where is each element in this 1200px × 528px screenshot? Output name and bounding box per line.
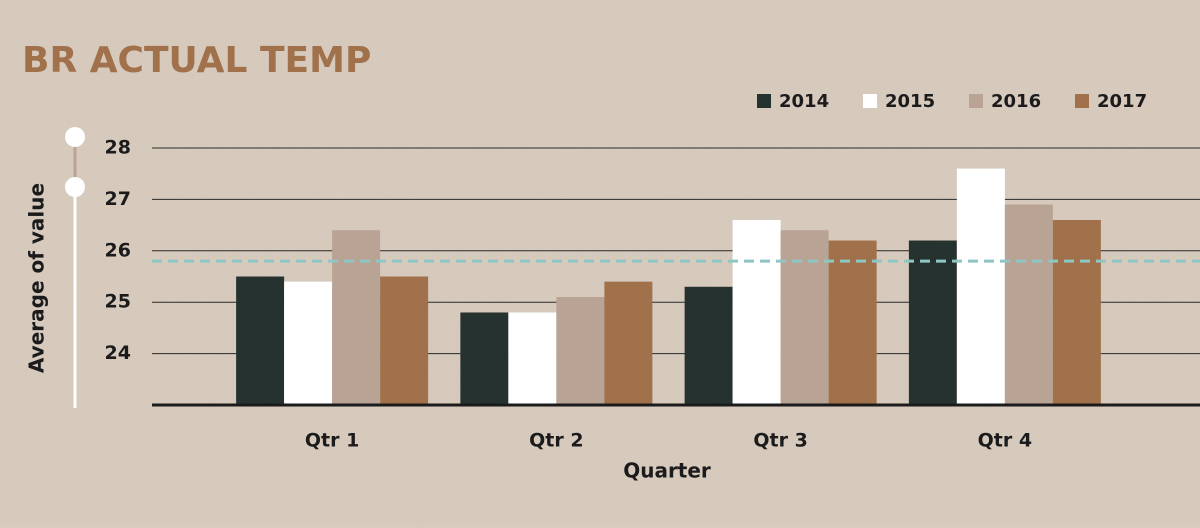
legend-label: 2015 [885, 91, 935, 112]
bar [236, 276, 285, 405]
legend-swatch [1075, 94, 1089, 108]
bar [556, 297, 605, 405]
legend-swatch [969, 94, 983, 108]
legend-swatch [863, 94, 877, 108]
x-tick-label: Qtr 3 [753, 430, 807, 452]
bar [508, 312, 557, 405]
bar [780, 230, 829, 405]
bar [908, 240, 957, 405]
bar [684, 286, 733, 405]
legend-swatch [757, 94, 771, 108]
y-tick-label: 27 [105, 188, 131, 210]
bar [956, 168, 1005, 405]
slider-handle[interactable] [65, 177, 85, 197]
legend-label: 2014 [779, 91, 829, 112]
y-tick-label: 25 [105, 291, 131, 313]
x-tick-label: Qtr 1 [305, 430, 359, 452]
y-tick-label: 24 [105, 342, 131, 364]
slider-handle[interactable] [65, 127, 85, 147]
bar [1004, 204, 1053, 405]
y-tick-label: 26 [105, 239, 131, 261]
bar [604, 281, 653, 405]
bar [284, 281, 333, 405]
bar [1052, 219, 1101, 405]
x-tick-label: Qtr 4 [978, 430, 1032, 452]
x-axis-title: Quarter [623, 459, 711, 483]
plot-area: 24 25 26 27 28 Qtr 1 Qtr 2 Qtr 3 Qtr 4 2014 2015 20… [105, 91, 1200, 452]
bar [732, 219, 781, 405]
legend-label: 2016 [991, 91, 1041, 112]
x-tick-label: Qtr 2 [529, 430, 583, 452]
chart-title: BR ACTUAL TEMP [22, 40, 371, 81]
bar [332, 230, 381, 405]
bar [380, 276, 429, 405]
bar [460, 312, 509, 405]
y-tick-label: 28 [105, 137, 131, 159]
y-axis-title: Average of value [25, 183, 49, 373]
legend-label: 2017 [1097, 91, 1147, 112]
bar [828, 240, 877, 405]
